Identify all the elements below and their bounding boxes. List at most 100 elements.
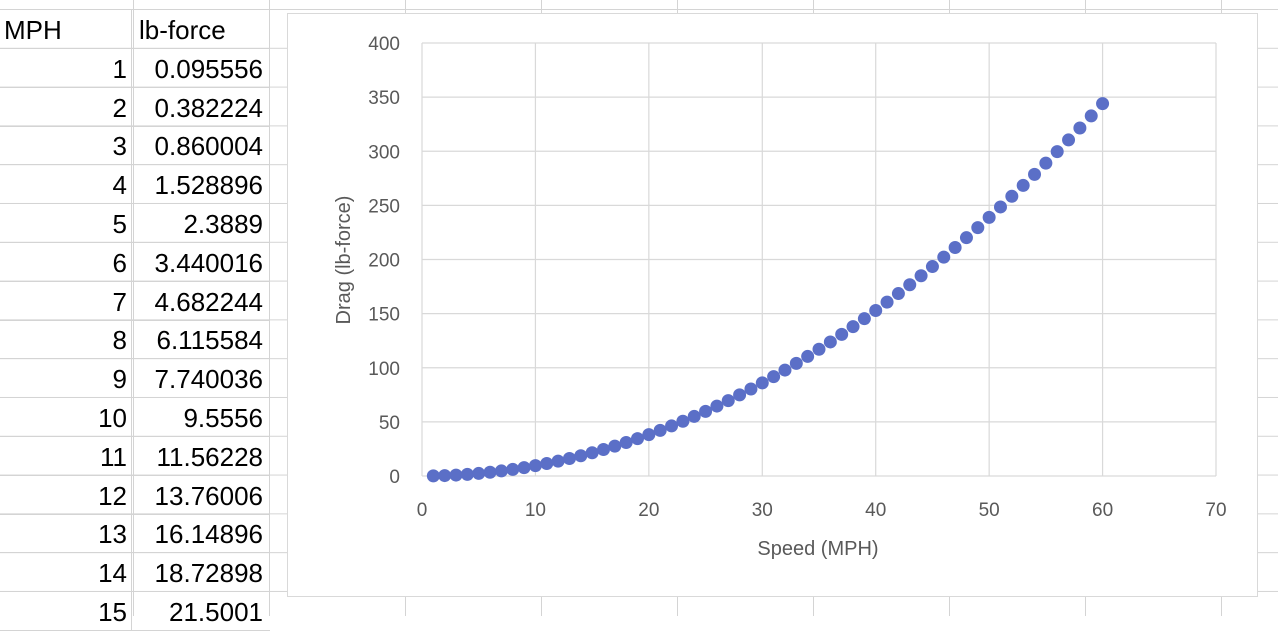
table-row: 10 9.5556 (0, 397, 270, 437)
cell-lb-force[interactable]: 13.76006 (154, 480, 263, 511)
data-point[interactable] (460, 467, 474, 481)
data-point[interactable] (1005, 189, 1019, 203)
y-tick-label: 150 (368, 305, 400, 326)
cell-lb-force[interactable]: 16.14896 (154, 519, 263, 550)
data-point[interactable] (676, 414, 690, 428)
data-point[interactable] (687, 409, 701, 423)
cell-lb-force[interactable]: 4.682244 (154, 286, 263, 317)
data-point[interactable] (562, 452, 576, 466)
cell-mph[interactable]: 6 (0, 241, 132, 281)
data-point[interactable] (801, 349, 815, 363)
cell-lb-force[interactable]: 7.740036 (154, 364, 263, 395)
data-point[interactable] (540, 456, 554, 470)
table-row: 8 6.115584 (0, 319, 270, 360)
gridlines (421, 42, 1217, 477)
data-point[interactable] (642, 428, 656, 442)
cell-lb-force[interactable]: 21.5001 (169, 597, 263, 627)
cell-mph[interactable]: 11 (0, 435, 132, 475)
data-point[interactable] (982, 210, 996, 224)
cell-lb-force[interactable]: 0.860004 (154, 131, 263, 162)
cell-mph[interactable]: 7 (0, 280, 132, 320)
chart-area[interactable]: 0 50 100 150 200 250 300 350 400 0 10 20 30 40 50 60 70… (287, 13, 1258, 597)
cell-mph[interactable]: 5 (0, 203, 132, 242)
cell-mph[interactable]: 8 (0, 319, 132, 359)
cell-mph[interactable]: 1 (0, 47, 132, 87)
data-point[interactable] (494, 464, 508, 478)
data-point[interactable] (767, 370, 781, 384)
data-point[interactable] (937, 250, 951, 264)
data-point[interactable] (631, 432, 645, 446)
x-tick-label: 60 (1092, 500, 1113, 521)
data-point[interactable] (891, 287, 905, 301)
data-point[interactable] (506, 462, 520, 476)
data-point[interactable] (1016, 178, 1030, 192)
data-point[interactable] (925, 260, 939, 274)
data-point[interactable] (653, 423, 667, 437)
data-point[interactable] (710, 399, 724, 413)
cell-mph[interactable]: 2 (0, 86, 132, 126)
data-point[interactable] (472, 466, 486, 480)
cell-lb-force[interactable]: 6.115584 (156, 325, 263, 356)
table-row: 12 13.76006 (0, 474, 270, 515)
data-point[interactable] (1039, 156, 1053, 170)
data-point[interactable] (551, 454, 565, 468)
data-point[interactable] (574, 449, 588, 463)
cell-mph[interactable]: 4 (0, 164, 132, 204)
column-header-mph[interactable]: MPH (0, 9, 132, 48)
cell-lb-force[interactable]: 3.440016 (154, 247, 263, 278)
data-point[interactable] (869, 303, 883, 317)
data-point[interactable] (426, 469, 440, 483)
data-point[interactable] (596, 443, 610, 457)
data-point[interactable] (528, 459, 542, 473)
cell-mph[interactable]: 3 (0, 125, 132, 165)
cell-mph[interactable]: 12 (0, 474, 132, 514)
data-point[interactable] (971, 221, 985, 235)
data-point[interactable] (449, 468, 463, 482)
data-point[interactable] (846, 320, 860, 334)
data-point[interactable] (619, 435, 633, 449)
cell-lb-force[interactable]: 2.3889 (183, 209, 263, 239)
data-point[interactable] (903, 278, 917, 292)
cell-mph[interactable]: 15 (0, 591, 132, 630)
data-point[interactable] (1028, 167, 1042, 181)
data-point[interactable] (483, 465, 497, 479)
cell-lb-force[interactable]: 9.5556 (183, 403, 263, 433)
data-point[interactable] (993, 200, 1007, 214)
data-point[interactable] (857, 312, 871, 326)
cell-mph[interactable]: 9 (0, 358, 132, 398)
data-point[interactable] (699, 404, 713, 418)
cell-lb-force[interactable]: 1.528896 (154, 170, 263, 201)
data-point[interactable] (1073, 121, 1087, 135)
data-point[interactable] (1062, 133, 1076, 147)
cell-lb-force[interactable]: 0.382224 (154, 92, 263, 123)
data-point[interactable] (835, 327, 849, 341)
data-point[interactable] (721, 394, 735, 408)
data-point[interactable] (914, 269, 928, 283)
data-point[interactable] (438, 469, 452, 483)
data-point[interactable] (1096, 97, 1110, 111)
cell-lb-force[interactable]: 0.095556 (154, 53, 263, 84)
x-axis-label: Speed (MPH) (757, 538, 878, 560)
cell-lb-force[interactable]: 11.56228 (156, 441, 263, 472)
data-point[interactable] (585, 446, 599, 460)
data-point[interactable] (823, 335, 837, 349)
data-point[interactable] (789, 356, 803, 370)
data-point[interactable] (778, 363, 792, 377)
data-point[interactable] (665, 419, 679, 433)
cell-mph[interactable]: 10 (0, 397, 132, 436)
data-point[interactable] (959, 231, 973, 245)
cell-mph[interactable]: 14 (0, 552, 132, 592)
data-point[interactable] (1084, 109, 1098, 123)
data-point[interactable] (744, 382, 758, 396)
cell-mph[interactable]: 13 (0, 513, 132, 553)
data-point[interactable] (1050, 145, 1064, 159)
data-point[interactable] (812, 342, 826, 356)
data-point[interactable] (733, 388, 747, 402)
data-point[interactable] (948, 241, 962, 255)
data-point[interactable] (880, 295, 894, 309)
data-point[interactable] (608, 439, 622, 453)
column-header-lb-force[interactable]: lb-force (139, 15, 226, 45)
data-point[interactable] (517, 461, 531, 475)
data-point[interactable] (755, 376, 769, 390)
cell-lb-force[interactable]: 18.72898 (154, 558, 263, 589)
